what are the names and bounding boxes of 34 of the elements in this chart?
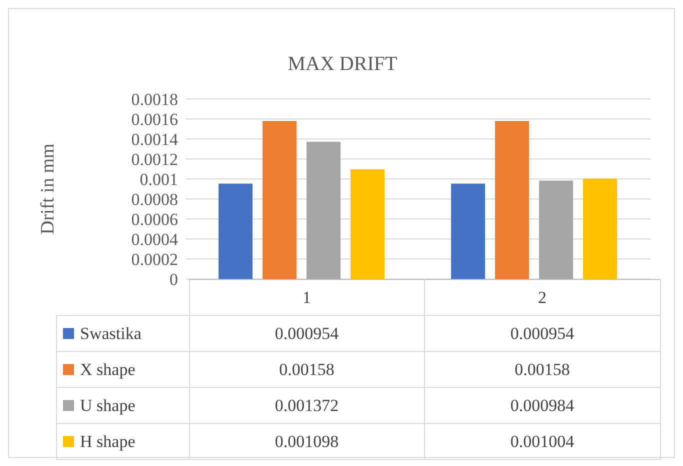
legend-label: Swastika [56,316,189,352]
chart-title: MAX DRIFT [286,53,398,76]
bar [350,169,385,279]
y-tick-label: 0.001 [140,170,178,190]
data-label: 0.000984 [424,388,660,424]
y-tick-label: 0.0012 [131,150,178,170]
data-label: 0.000954 [189,316,424,352]
y-tick-label: 0.0018 [131,90,178,110]
y-tick-label: 0 [170,270,178,290]
data-label: 0.001098 [189,424,424,460]
bar [262,121,297,279]
bar [451,184,486,279]
y-tick-label: 0.0008 [131,190,178,210]
data-label: 0.001372 [189,388,424,424]
y-tick-label: 0.0004 [131,230,178,250]
y-tick-label: 0.0002 [131,250,178,270]
x-tick-label: 1 [189,280,424,316]
bar [218,184,253,279]
legend-label: H shape [56,424,189,460]
legend-label: U shape [56,388,189,424]
y-tick-label: 0.0014 [131,130,178,150]
data-label: 0.000954 [424,316,660,352]
bar [495,121,530,279]
bar [539,180,574,279]
y-tick-label: 0.0006 [131,210,178,230]
bar [583,178,618,279]
y-tick-label: 0.0016 [131,110,178,130]
y-axis-title: Drift in mm [38,143,59,234]
data-label: 0.00158 [424,352,660,388]
data-label: 0.001004 [424,424,660,460]
legend-label: X shape [56,352,189,388]
x-tick-label: 2 [424,280,660,316]
bar [306,142,341,279]
data-label: 0.00158 [189,352,424,388]
